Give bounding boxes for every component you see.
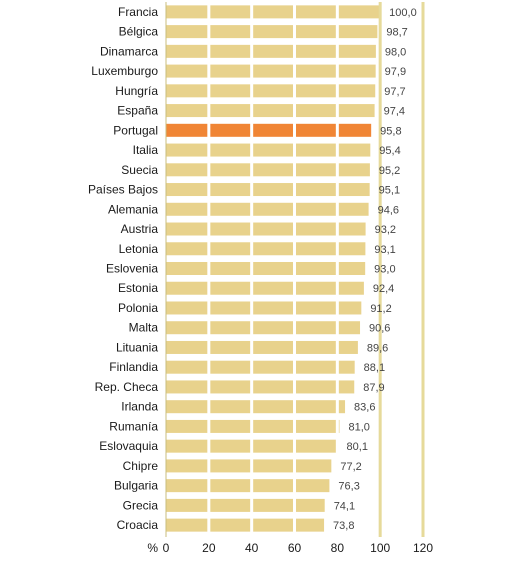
bar-11 (166, 222, 366, 236)
bar-6 (166, 123, 372, 137)
value-label-11: 93,2 (375, 224, 396, 236)
bar-0 (166, 5, 381, 19)
category-label-5: España (117, 104, 158, 118)
value-label-16: 90,6 (369, 323, 390, 335)
category-label-23: Chipre (123, 459, 159, 473)
value-label-15: 91,2 (370, 303, 391, 315)
category-label-7: Italia (133, 143, 159, 157)
x-tick-labels-group: 0 20 40 60 80 100 120 (163, 541, 434, 555)
bar-23 (166, 459, 332, 473)
value-label-3: 97,9 (385, 66, 406, 78)
value-label-5: 97,4 (384, 106, 405, 118)
x-tick-label-1: 20 (202, 541, 216, 555)
category-label-26: Croacia (117, 518, 159, 532)
value-label-20: 83,6 (354, 402, 375, 414)
bar-8 (166, 163, 370, 177)
category-label-9: Países Bajos (88, 183, 158, 197)
bar-12 (166, 242, 366, 256)
category-label-8: Suecia (121, 163, 158, 177)
category-label-0: Francia (118, 5, 158, 19)
value-label-25: 74,1 (334, 500, 355, 512)
x-axis-unit-label: % (147, 541, 158, 555)
value-label-10: 94,6 (378, 204, 399, 216)
category-label-14: Estonia (118, 281, 158, 295)
x-tick-label-0: 0 (163, 541, 170, 555)
bar-26 (166, 518, 325, 532)
value-label-6: 95,8 (380, 125, 401, 137)
value-label-9: 95,1 (379, 185, 400, 197)
value-label-13: 93,0 (374, 264, 395, 276)
value-label-18: 88,1 (364, 362, 385, 374)
category-label-6: Portugal (113, 123, 158, 137)
bar-10 (166, 202, 369, 216)
bar-16 (166, 321, 361, 335)
value-label-17: 89,6 (367, 342, 388, 354)
category-label-24: Bulgaria (114, 479, 158, 493)
category-label-22: Eslovaquia (99, 439, 158, 453)
bar-5 (166, 104, 375, 118)
bar-9 (166, 183, 370, 197)
category-labels-group: Francia Bélgica Dinamarca Luxemburgo Hungría… (88, 5, 158, 532)
bar-2 (166, 44, 376, 58)
category-label-4: Hungría (115, 84, 158, 98)
bar-7 (166, 143, 371, 157)
value-label-22: 80,1 (347, 441, 368, 453)
gridlines-group (207, 2, 339, 535)
category-label-3: Luxemburgo (91, 64, 158, 78)
category-label-11: Austria (121, 222, 159, 236)
category-label-12: Letonia (119, 242, 159, 256)
category-label-1: Bélgica (119, 25, 159, 39)
x-tick-label-5: 100 (370, 541, 390, 555)
category-label-20: Irlanda (121, 400, 158, 414)
bar-14 (166, 281, 364, 295)
bar-13 (166, 262, 366, 275)
bar-20 (166, 400, 346, 414)
bar-4 (166, 84, 376, 98)
category-label-2: Dinamarca (100, 44, 158, 58)
value-label-0: 100,0 (389, 7, 417, 19)
category-label-16: Malta (129, 321, 159, 335)
value-label-4: 97,7 (384, 86, 405, 98)
x-tick-label-6: 120 (413, 541, 433, 555)
value-label-23: 77,2 (340, 461, 361, 473)
bar-25 (166, 498, 325, 512)
x-tick-label-4: 80 (331, 541, 345, 555)
value-label-21: 81,0 (348, 421, 369, 433)
x-tick-label-3: 60 (288, 541, 302, 555)
category-label-25: Grecia (123, 498, 159, 512)
category-label-15: Polonia (118, 301, 158, 315)
category-label-17: Lituania (116, 340, 158, 354)
bar-18 (166, 360, 355, 374)
bar-17 (166, 340, 358, 354)
value-label-12: 93,1 (374, 244, 395, 256)
value-label-8: 95,2 (379, 165, 400, 177)
value-label-26: 73,8 (333, 520, 354, 532)
value-label-19: 87,9 (363, 382, 384, 394)
bar-3 (166, 64, 376, 78)
category-label-10: Alemania (108, 202, 158, 216)
value-labels-group: 100,0 98,7 98,0 97,9 97,7 97,4 95,8 95,4 95,2 95,… (333, 7, 417, 532)
value-label-14: 92,4 (373, 283, 394, 295)
reference-lines-group (165, 2, 425, 537)
value-label-1: 98,7 (386, 27, 407, 39)
value-label-7: 95,4 (379, 145, 400, 157)
value-label-24: 76,3 (338, 481, 359, 493)
value-label-2: 98,0 (385, 46, 406, 58)
x-tick-label-2: 40 (245, 541, 259, 555)
category-label-19: Rep. Checa (95, 380, 159, 394)
category-label-21: Rumanía (109, 419, 158, 433)
bar-24 (166, 479, 330, 493)
bar-19 (166, 380, 355, 394)
bar-15 (166, 301, 362, 315)
category-label-18: Finlandia (109, 360, 158, 374)
category-label-13: Eslovenia (106, 262, 158, 276)
bar-1 (166, 25, 378, 39)
